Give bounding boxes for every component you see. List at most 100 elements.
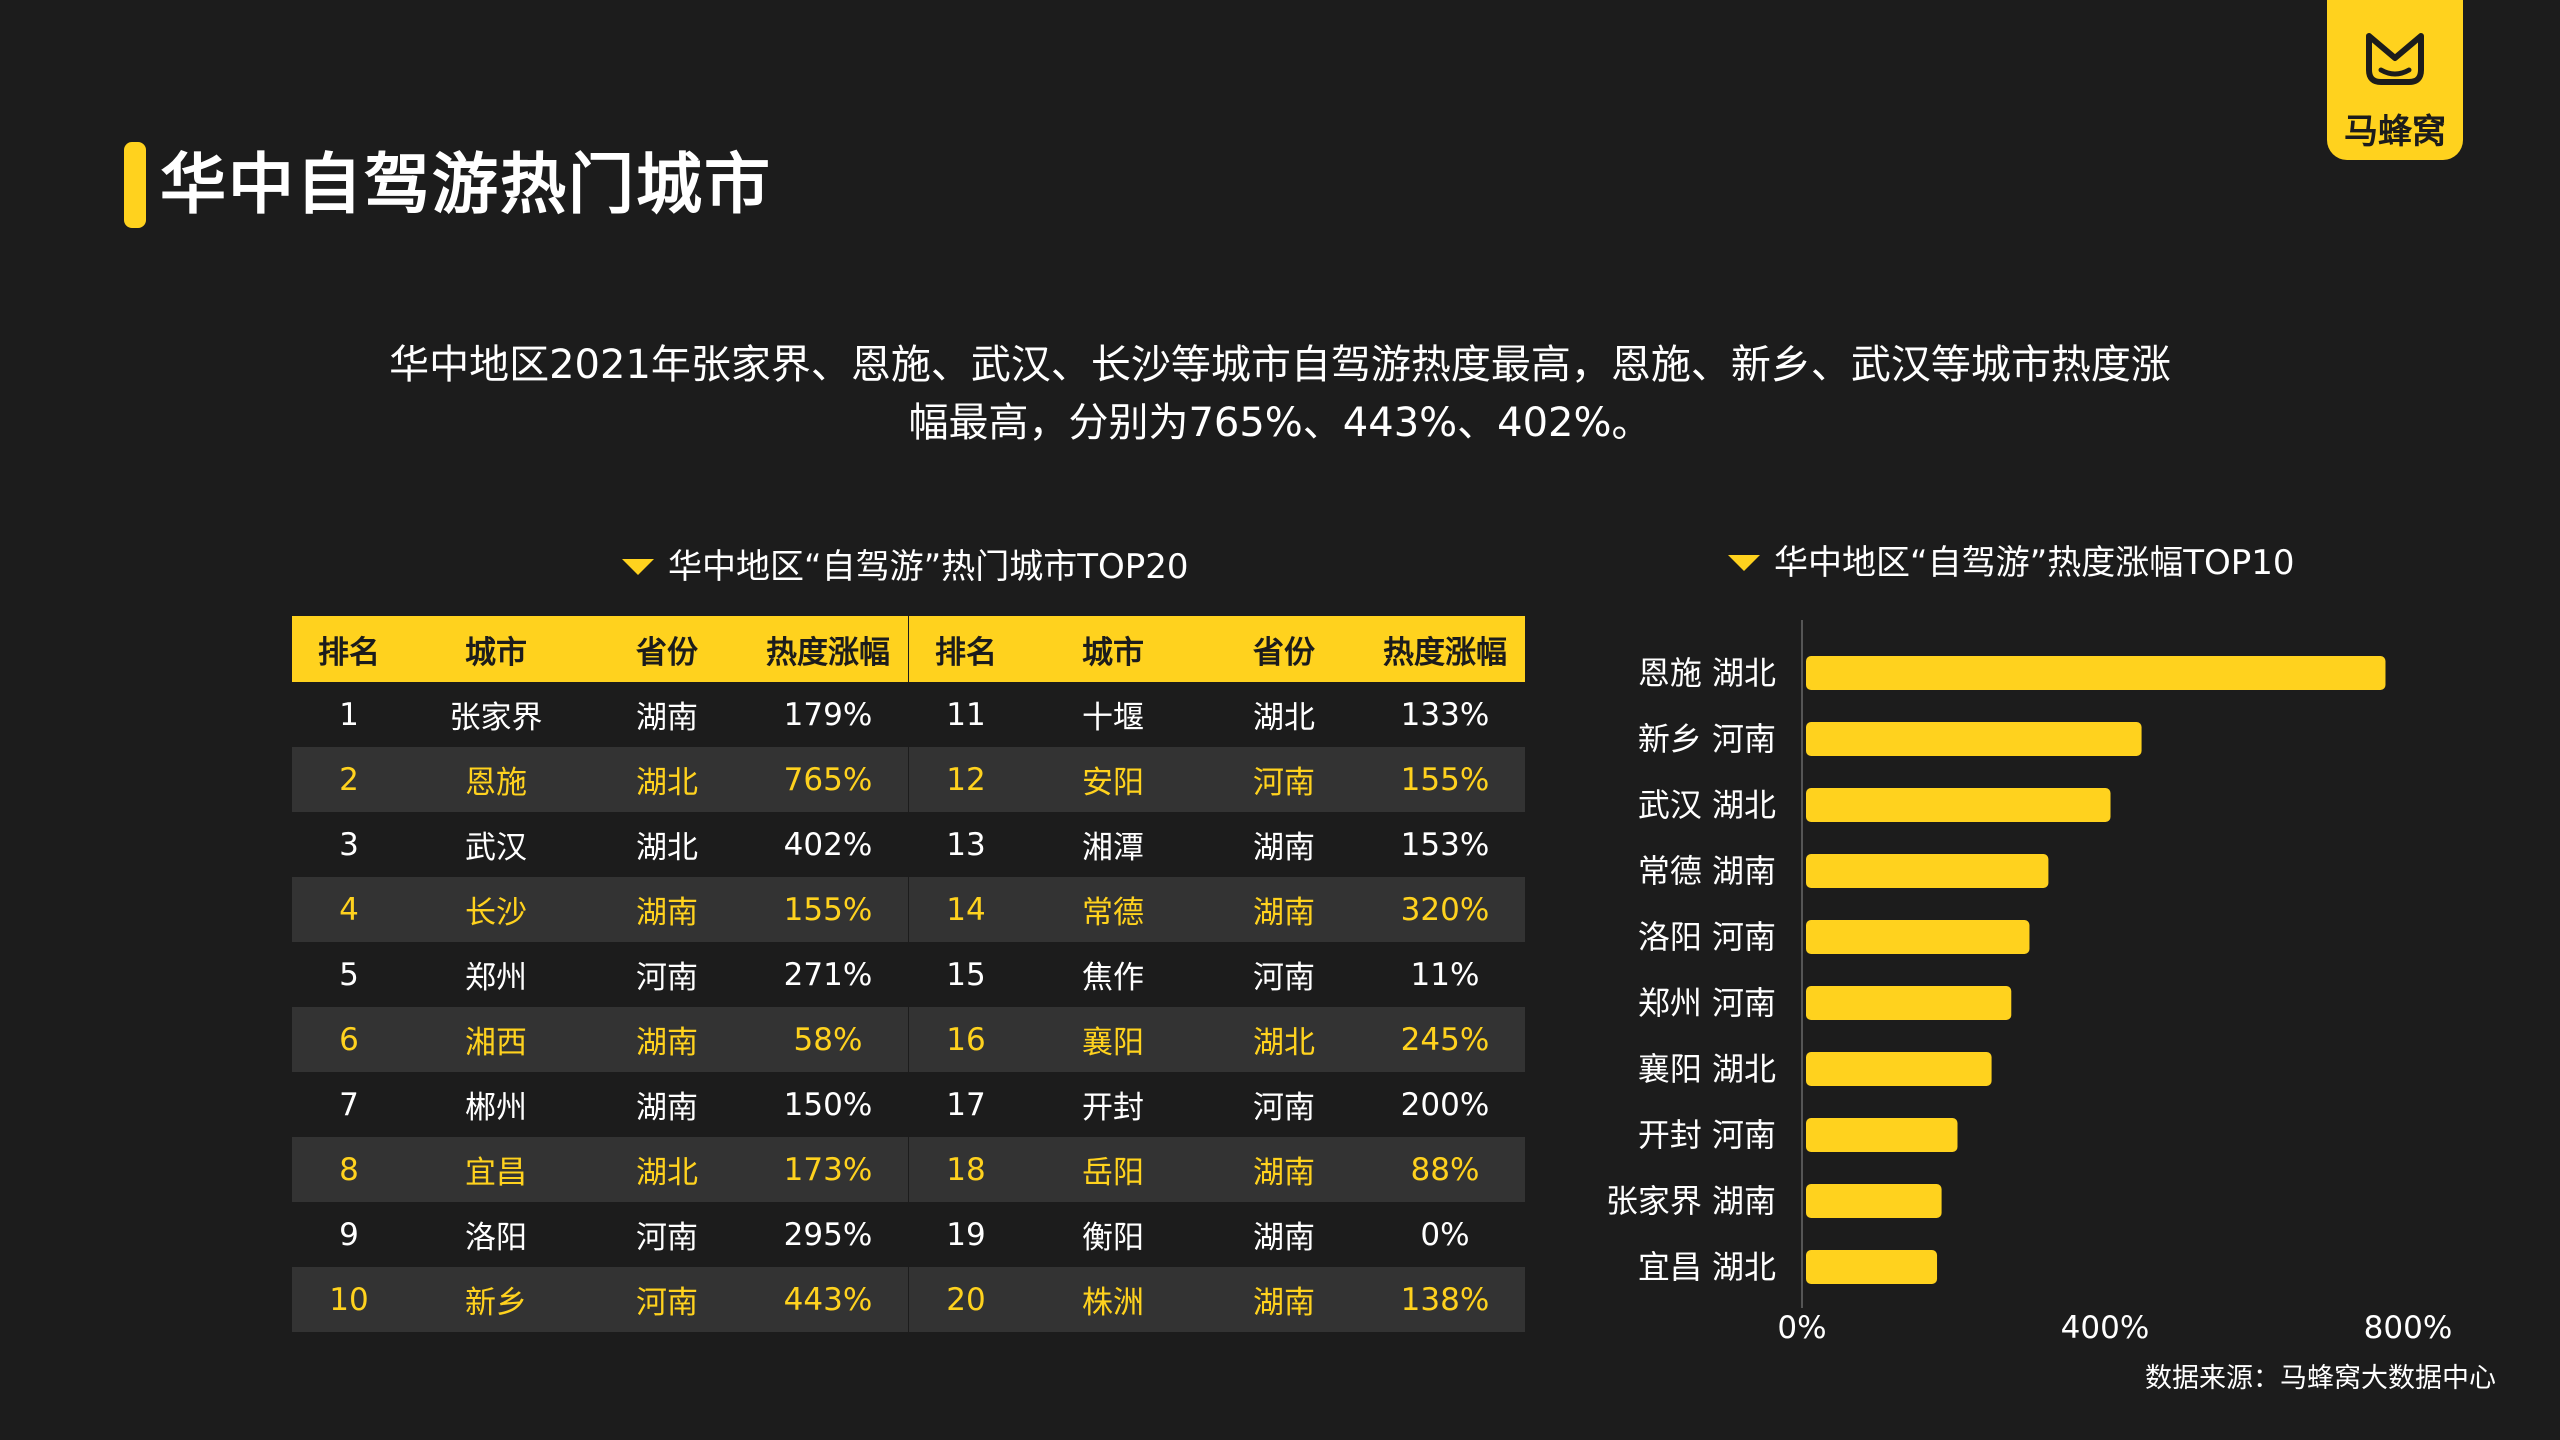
cell-growth: 150% xyxy=(783,1086,873,1123)
cell-rank: 12 xyxy=(909,747,1023,812)
cell-city: 安阳 xyxy=(1023,747,1203,812)
cell-city: 新乡 xyxy=(406,1267,586,1332)
table-row: 10 新乡 河南 443% xyxy=(292,1267,908,1332)
cell-growth: 155% xyxy=(1365,747,1525,812)
cell-city: 郑州 xyxy=(465,960,527,996)
logo-text: 马蜂窝 xyxy=(2344,112,2446,152)
cell-city: 常德 xyxy=(1023,877,1203,942)
cell-rank: 3 xyxy=(339,826,359,863)
header-city: 城市 xyxy=(1023,616,1203,682)
cell-province: 河南 xyxy=(1253,960,1315,996)
cell-growth: 11% xyxy=(1410,956,1480,993)
bar-8 xyxy=(1806,1184,1942,1218)
cell-city: 湘潭 xyxy=(1082,830,1144,866)
table-section-title-text: 华中地区“自驾游”热门城市TOP20 xyxy=(668,547,1189,587)
bar-6 xyxy=(1806,1052,1992,1086)
bar-9 xyxy=(1806,1250,1938,1284)
table-row: 3 武汉 湖北 402% xyxy=(292,812,908,877)
table-row: 11 十堰 湖北 133% xyxy=(909,682,1525,747)
category-label: 襄阳 湖北 xyxy=(1638,1050,1776,1088)
cell-city: 武汉 xyxy=(465,830,527,866)
cell-rank: 19 xyxy=(946,1216,986,1253)
bar-0 xyxy=(1806,656,2386,690)
table-row: 20 株洲 湖南 138% xyxy=(909,1267,1525,1332)
cell-city: 十堰 xyxy=(1082,700,1144,736)
data-source: 数据来源：马蜂窝大数据中心 xyxy=(2145,1363,2496,1394)
header-growth: 热度涨幅 xyxy=(748,616,908,682)
table-section-title: 华中地区“自驾游”热门城市TOP20 xyxy=(622,542,1189,592)
cell-growth: 271% xyxy=(783,956,873,993)
cell-rank: 9 xyxy=(339,1216,359,1253)
cell-city: 株洲 xyxy=(1023,1267,1203,1332)
table-row: 17 开封 河南 200% xyxy=(909,1072,1525,1137)
cell-province: 湖南 xyxy=(1203,1137,1365,1202)
header-rank: 排名 xyxy=(292,616,406,682)
cell-growth: 88% xyxy=(1365,1137,1525,1202)
cell-growth: 155% xyxy=(748,877,908,942)
cell-city: 开封 xyxy=(1082,1090,1144,1126)
cell-rank: 1 xyxy=(339,696,359,733)
table-header-row: 排名 城市 省份 热度涨幅 xyxy=(909,616,1525,682)
ranking-table-left: 排名 城市 省份 热度涨幅 1 张家界 湖南 179% 2 恩施 湖北 765% 3 武汉 湖北 40… xyxy=(292,616,908,1332)
triangle-down-icon xyxy=(1728,555,1760,571)
table-row: 13 湘潭 湖南 153% xyxy=(909,812,1525,877)
cell-rank: 4 xyxy=(292,877,406,942)
cell-city: 焦作 xyxy=(1082,960,1144,996)
cell-growth: 295% xyxy=(783,1216,873,1253)
cell-growth: 58% xyxy=(748,1007,908,1072)
cell-province: 湖北 xyxy=(586,1137,748,1202)
logo-icon xyxy=(2366,33,2424,85)
cell-growth: 320% xyxy=(1365,877,1525,942)
cell-rank: 8 xyxy=(292,1137,406,1202)
bar-2 xyxy=(1806,788,2111,822)
cell-growth: 138% xyxy=(1365,1267,1525,1332)
cell-growth: 179% xyxy=(783,696,873,733)
category-label: 新乡 河南 xyxy=(1638,720,1776,758)
cell-province: 湖南 xyxy=(1253,1220,1315,1256)
cell-province: 湖南 xyxy=(636,1090,698,1126)
x-tick-label: 0% xyxy=(1777,1310,1826,1346)
bar-3 xyxy=(1806,854,2049,888)
table-row: 19 衡阳 湖南 0% xyxy=(909,1202,1525,1267)
cell-rank: 14 xyxy=(909,877,1023,942)
cell-province: 湖北 xyxy=(1203,1007,1365,1072)
cell-city: 襄阳 xyxy=(1023,1007,1203,1072)
cell-province: 湖北 xyxy=(586,747,748,812)
chart-section-title: 华中地区“自驾游”热度涨幅TOP10 xyxy=(1728,538,2295,588)
x-tick-label: 800% xyxy=(2364,1310,2453,1346)
summary-text: 华中地区2021年张家界、恩施、武汉、长沙等城市自驾游热度最高，恩施、新乡、武汉… xyxy=(360,336,2200,452)
cell-province: 湖南 xyxy=(1203,1267,1365,1332)
page-title: 华中自驾游热门城市 xyxy=(160,146,772,223)
cell-province: 湖南 xyxy=(586,1007,748,1072)
cell-rank: 10 xyxy=(292,1267,406,1332)
table-row: 8 宜昌 湖北 173% xyxy=(292,1137,908,1202)
table-row: 4 长沙 湖南 155% xyxy=(292,877,908,942)
category-label: 开封 河南 xyxy=(1638,1116,1776,1154)
bar-4 xyxy=(1806,920,2030,954)
x-tick-label: 400% xyxy=(2061,1310,2150,1346)
cell-city: 郴州 xyxy=(465,1090,527,1126)
cell-city: 洛阳 xyxy=(465,1220,527,1256)
cell-province: 湖南 xyxy=(636,700,698,736)
bar-1 xyxy=(1806,722,2142,756)
cell-rank: 13 xyxy=(946,826,986,863)
chart-section-title-text: 华中地区“自驾游”热度涨幅TOP10 xyxy=(1774,543,2295,583)
bar-7 xyxy=(1806,1118,1958,1152)
title-accent-bar xyxy=(124,142,146,228)
cell-province: 河南 xyxy=(636,1220,698,1256)
cell-rank: 5 xyxy=(339,956,359,993)
cell-city: 张家界 xyxy=(449,700,543,736)
cell-city: 长沙 xyxy=(406,877,586,942)
header-city: 城市 xyxy=(406,616,586,682)
cell-rank: 18 xyxy=(909,1137,1023,1202)
cell-rank: 6 xyxy=(292,1007,406,1072)
triangle-down-icon xyxy=(622,559,654,575)
mafengwo-logo: 马蜂窝 xyxy=(2327,0,2463,160)
table-row: 1 张家界 湖南 179% xyxy=(292,682,908,747)
header-province: 省份 xyxy=(1203,616,1365,682)
category-label: 恩施 湖北 xyxy=(1638,654,1776,692)
cell-rank: 11 xyxy=(946,696,986,733)
cell-city: 宜昌 xyxy=(406,1137,586,1202)
category-label: 张家界 湖南 xyxy=(1606,1182,1776,1220)
